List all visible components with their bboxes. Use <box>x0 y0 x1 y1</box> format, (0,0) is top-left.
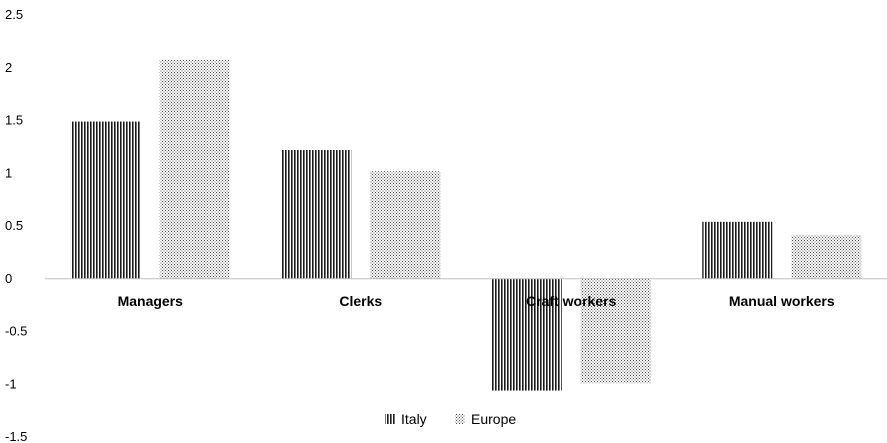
category-label: Craft workers <box>526 293 616 309</box>
bar-italy-manual-workers <box>702 221 773 279</box>
y-tick-label: -0.5 <box>5 324 27 339</box>
bar-italy-craft-workers <box>491 278 562 391</box>
y-tick-label: 0.5 <box>5 218 23 233</box>
legend-swatch-europe <box>455 414 465 424</box>
bar-europe-clerks <box>370 171 441 279</box>
category-label: Manual workers <box>729 293 835 309</box>
bar-italy-managers <box>70 121 141 279</box>
category-label: Clerks <box>339 293 382 309</box>
bar-italy-clerks <box>281 150 352 279</box>
legend-swatch-italy <box>385 414 395 424</box>
y-tick-label: 1 <box>5 165 12 180</box>
bars <box>70 59 862 391</box>
y-tick-label: 2.5 <box>5 7 23 22</box>
bar-europe-managers <box>159 59 230 279</box>
y-tick-label: 0 <box>5 271 12 286</box>
y-axis-tick-labels: 2.5 2 1.5 1 0.5 0 -0.5 -1 -1.5 <box>5 7 27 443</box>
y-tick-label: 1.5 <box>5 113 23 128</box>
category-label: Managers <box>118 293 184 309</box>
bar-europe-manual-workers <box>791 235 862 279</box>
bar-europe-craft-workers <box>580 278 651 384</box>
legend: Italy Europe <box>385 411 516 427</box>
legend-label: Europe <box>471 411 516 427</box>
y-tick-label: -1.5 <box>5 429 27 443</box>
legend-label: Italy <box>401 411 427 427</box>
y-tick-label: 2 <box>5 60 12 75</box>
y-tick-label: -1 <box>5 376 17 391</box>
category-labels: Managers Clerks Craft workers Manual worker… <box>118 293 835 309</box>
